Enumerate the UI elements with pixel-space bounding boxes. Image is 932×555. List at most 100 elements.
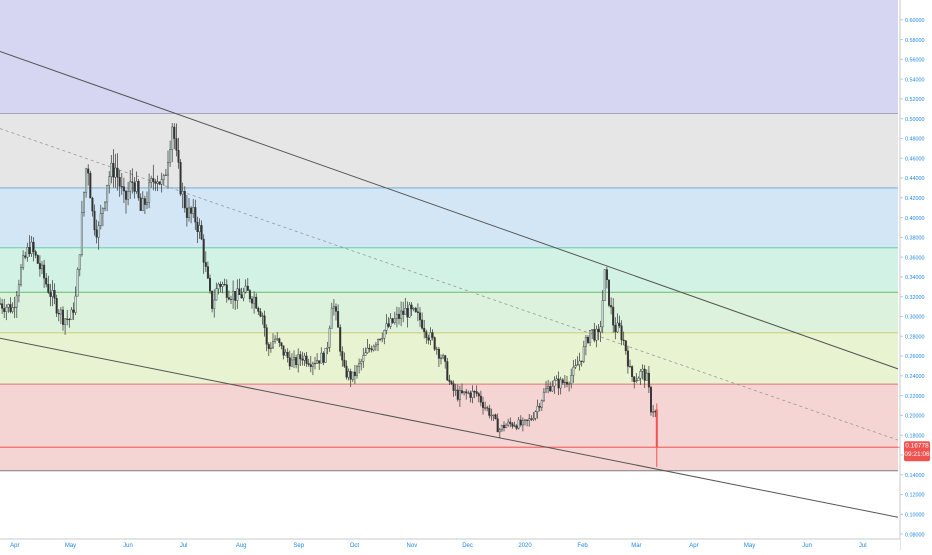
candle-body — [211, 290, 214, 309]
candle-body — [458, 390, 461, 400]
candle-body — [482, 402, 485, 408]
candle-body — [145, 202, 148, 205]
candle-body — [570, 375, 573, 384]
candle-body — [603, 269, 606, 301]
fib-band — [0, 332, 898, 385]
candle-body — [414, 308, 417, 312]
candle-body — [118, 176, 121, 187]
price-tick-label: 0.28000 — [905, 334, 925, 340]
candle-body — [549, 386, 552, 392]
candle-body — [154, 181, 157, 184]
candle-body — [76, 269, 79, 297]
price-tick-label: 0.26000 — [905, 354, 925, 360]
candle-body — [618, 322, 621, 327]
candle-body — [204, 262, 207, 267]
time-axis[interactable]: Apr May Jun Jul Aug Sep Oct Nov Dec 2020 Feb Mar Apr… — [0, 538, 900, 550]
trendline-median[interactable] — [0, 128, 899, 441]
candle-body — [503, 425, 506, 429]
candle-body — [13, 306, 16, 309]
time-tick-label: May — [744, 543, 755, 549]
fib-bands — [0, 0, 898, 471]
candle-body — [389, 318, 392, 327]
candle-body — [370, 348, 373, 351]
price-tick-label: 0.46000 — [905, 156, 925, 162]
candle-body — [190, 207, 193, 214]
candle-body — [242, 291, 245, 299]
candle-body — [34, 251, 37, 256]
candle-body — [608, 279, 611, 306]
candle-body — [475, 391, 478, 394]
candle-body — [500, 425, 503, 431]
candle-body — [655, 409, 658, 448]
candle-body — [26, 247, 29, 258]
candle-body — [402, 310, 405, 315]
candle-body — [372, 345, 375, 351]
candle-body — [129, 181, 132, 192]
candle-body — [36, 255, 39, 264]
candle-body — [589, 330, 592, 343]
candle-body — [576, 364, 579, 366]
candle-body — [124, 190, 127, 200]
candle-body — [160, 179, 163, 185]
candle-body — [82, 192, 85, 213]
price-axis[interactable]: 0.60000 0.58000 0.56000 0.54000 0.52000 0.500… — [899, 0, 932, 550]
time-tick-label: Nov — [407, 543, 418, 549]
candle-body — [250, 298, 253, 304]
candle-body — [362, 355, 365, 362]
candle-body — [395, 313, 398, 319]
current-price-box — [904, 441, 930, 462]
candle-body — [351, 371, 354, 380]
candle-body — [148, 182, 151, 203]
time-tick-label: 2020 — [518, 543, 532, 549]
price-tick-label: 0.50000 — [905, 117, 925, 123]
candle-body — [5, 307, 8, 312]
price-tick-label: 0.20000 — [905, 414, 925, 420]
candle-body — [440, 357, 443, 359]
candle-body — [574, 365, 577, 368]
candle-body — [196, 221, 199, 232]
candle-body — [425, 331, 428, 338]
candle-body — [80, 212, 83, 255]
time-tick-label: Mar — [631, 543, 641, 549]
trendline-lower[interactable] — [0, 337, 899, 518]
price-tick-label: 0.44000 — [905, 176, 925, 182]
candle-body — [85, 168, 88, 193]
candle-body — [0, 303, 2, 305]
candle-body — [215, 288, 218, 301]
candle-body — [179, 162, 182, 195]
candle-body — [437, 348, 440, 359]
candle-body — [141, 198, 144, 211]
candle-body — [324, 348, 327, 363]
candle-body — [647, 372, 650, 388]
candle-body — [595, 328, 598, 341]
candle-body — [612, 306, 615, 326]
candle-body — [486, 407, 489, 409]
candle-body — [99, 213, 102, 226]
candle-body — [120, 186, 123, 188]
candle-body — [93, 210, 96, 231]
candle-body — [526, 419, 529, 421]
candle-body — [114, 167, 117, 178]
candle-body — [387, 323, 390, 327]
trendlines[interactable] — [0, 50, 899, 518]
candle-body — [364, 352, 367, 356]
price-tick-label: 0.54000 — [905, 77, 925, 83]
candle-body — [639, 371, 642, 379]
trendline-upper[interactable] — [0, 50, 899, 370]
candle-body — [309, 364, 312, 367]
candle-body — [318, 360, 321, 364]
candle-body — [17, 284, 20, 297]
candle-body — [143, 198, 146, 205]
candle-body — [605, 269, 608, 281]
candle-body — [419, 312, 422, 321]
candle-body — [244, 285, 247, 293]
candle-body — [383, 330, 386, 339]
price-tick-label: 0.52000 — [905, 97, 925, 103]
candle-body — [276, 338, 279, 340]
time-tick-label: Sep — [293, 543, 304, 549]
candle-body — [624, 340, 627, 352]
candle-body — [169, 149, 172, 163]
candle-body — [555, 378, 558, 381]
